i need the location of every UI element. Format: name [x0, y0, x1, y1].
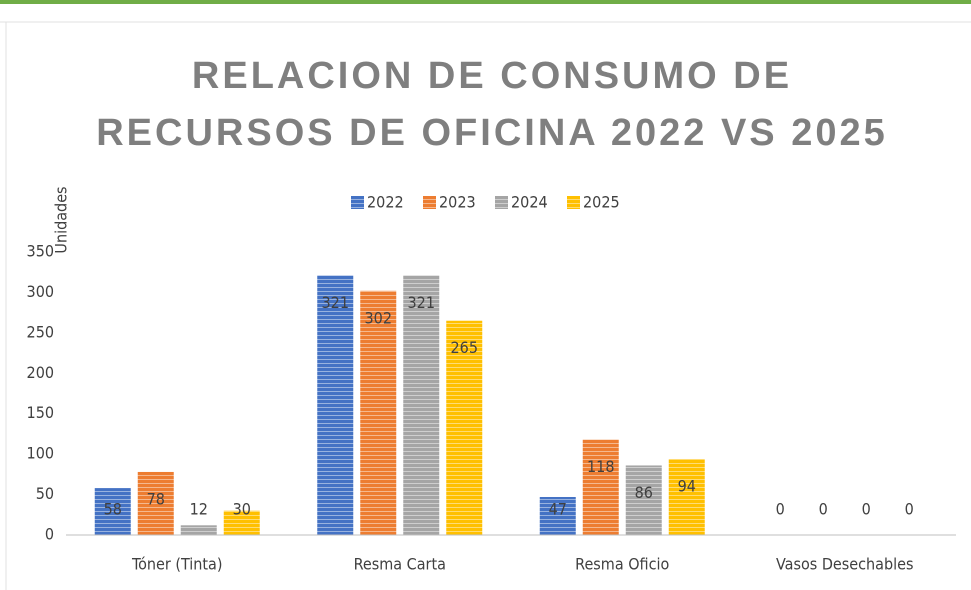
data-label: 58: [104, 500, 122, 519]
y-tick-label: 250: [27, 322, 54, 341]
data-label: 0: [862, 500, 871, 519]
x-tick-label: Resma Oficio: [575, 555, 669, 574]
x-tick-label: Tóner (Tinta): [131, 555, 222, 574]
x-tick-label: Resma Carta: [354, 555, 446, 574]
bar: [180, 525, 217, 535]
y-tick-label: 150: [27, 403, 54, 422]
data-label: 12: [190, 500, 208, 519]
y-tick-label: 300: [27, 282, 54, 301]
legend-swatch: [423, 196, 436, 209]
data-label: 78: [147, 489, 165, 508]
bar: [317, 275, 354, 535]
legend-swatch: [495, 196, 508, 209]
bar: [539, 496, 576, 535]
bar: [137, 471, 174, 535]
top-border: [0, 0, 971, 4]
chart-title: RECURSOS DE OFICINA 2022 VS 2025: [96, 112, 888, 154]
data-label: 47: [549, 500, 567, 519]
bar: [582, 439, 619, 535]
legend-swatch: [567, 196, 580, 209]
data-label: 0: [776, 500, 785, 519]
legend-label: 2023: [439, 193, 476, 212]
data-label: 0: [905, 500, 914, 519]
legend-label: 2022: [367, 193, 404, 212]
data-label: 302: [365, 308, 392, 327]
y-tick-label: 50: [36, 484, 54, 503]
bar: [446, 320, 483, 535]
x-tick-label: Vasos Desechables: [776, 555, 913, 574]
data-label: 94: [678, 476, 696, 495]
data-label: 321: [322, 293, 349, 312]
y-tick-label: 100: [27, 444, 54, 463]
chart-title: RELACION DE CONSUMO DE: [192, 55, 792, 97]
bar: [403, 275, 440, 535]
bar: [625, 465, 662, 535]
data-label: 321: [408, 293, 435, 312]
legend-label: 2025: [583, 193, 620, 212]
bar: [360, 290, 397, 535]
legend-swatch: [351, 196, 364, 209]
legend-label: 2024: [511, 193, 548, 212]
data-label: 86: [635, 483, 653, 502]
bar: [223, 510, 260, 535]
bar: [94, 488, 131, 535]
y-tick-label: 200: [27, 363, 54, 382]
y-axis-title: Unidades: [52, 186, 71, 253]
bar: [668, 458, 705, 535]
y-tick-label: 350: [27, 242, 54, 261]
data-label: 0: [819, 500, 828, 519]
data-label: 118: [587, 457, 614, 476]
data-label: 265: [451, 338, 478, 357]
data-label: 30: [233, 500, 251, 519]
y-tick-label: 0: [45, 525, 54, 544]
